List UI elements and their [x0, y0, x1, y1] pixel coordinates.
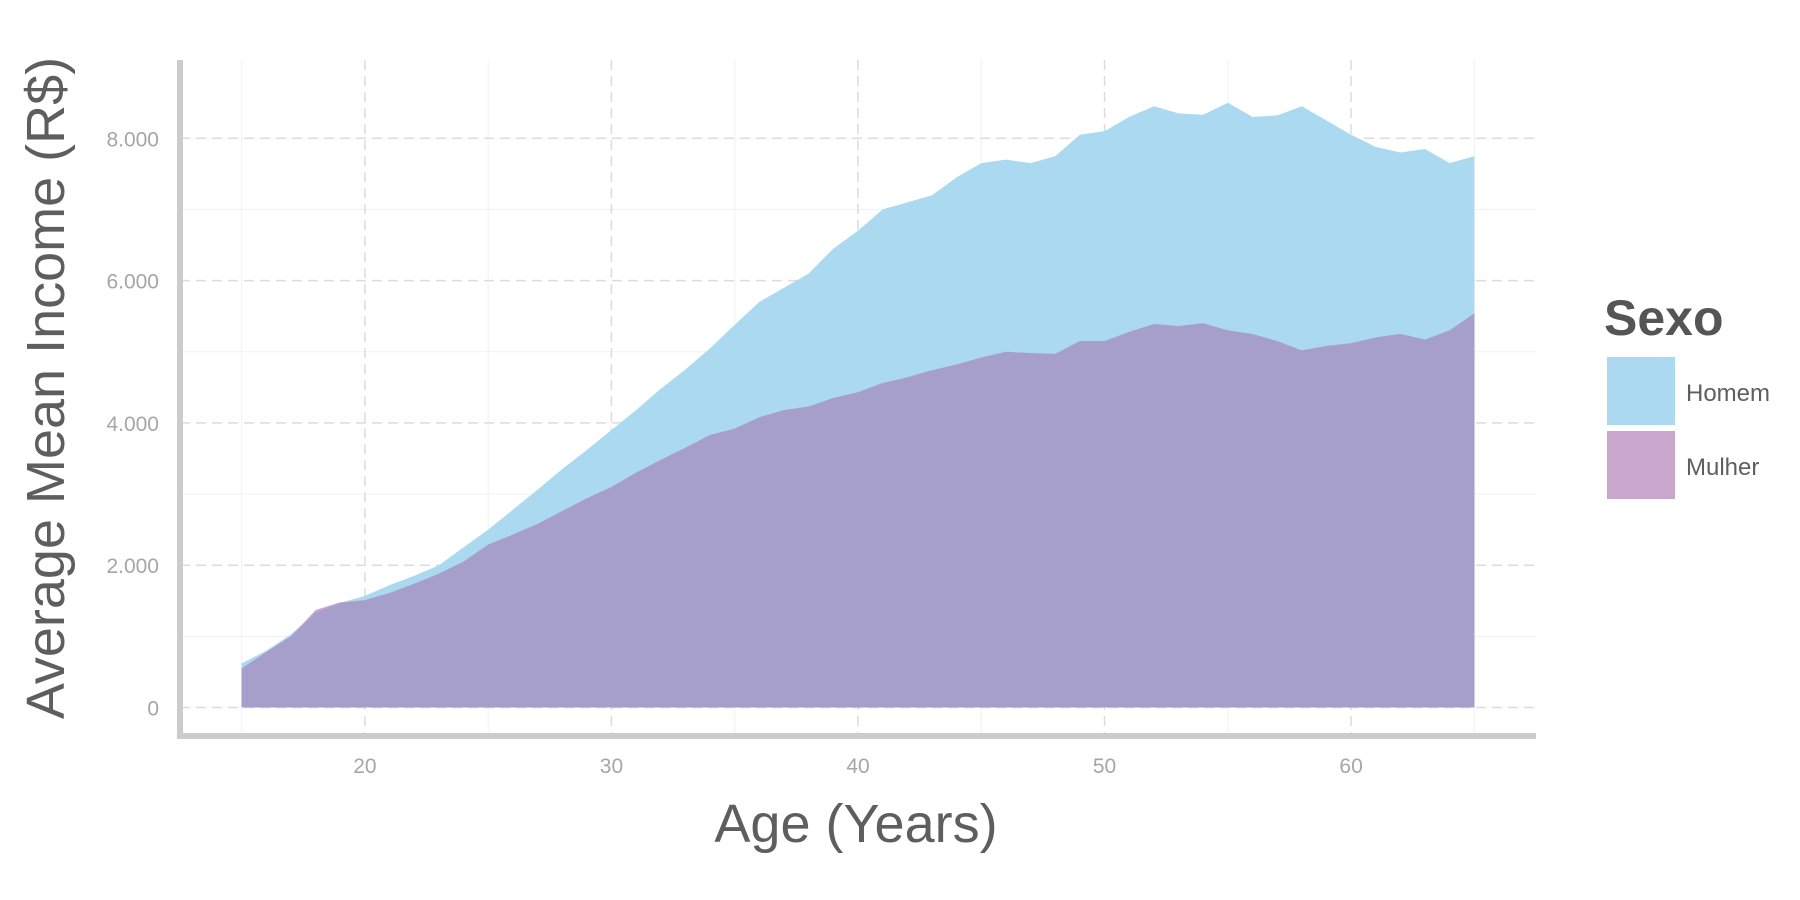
y-tick-label: 0: [147, 698, 159, 721]
y-tick-label: 6.000: [106, 271, 159, 294]
x-tick-label: 20: [353, 755, 376, 778]
legend: Sexo Homem Mulher: [1604, 290, 1770, 499]
y-tick-label: 2.000: [106, 555, 159, 578]
x-tick-label: 40: [846, 755, 869, 778]
x-tick-label: 30: [600, 755, 623, 778]
area-series: [241, 102, 1475, 708]
axes: [177, 60, 1536, 739]
legend-label-mulher: Mulher: [1686, 454, 1759, 481]
legend-title: Sexo: [1604, 290, 1724, 346]
legend-label-homem: Homem: [1686, 380, 1770, 407]
y-tick-label: 8.000: [106, 128, 159, 151]
x-tick-label: 60: [1339, 755, 1362, 778]
x-tick-label: 50: [1093, 755, 1116, 778]
x-axis-title: Age (Years): [714, 794, 997, 854]
legend-swatch-homem: [1607, 357, 1675, 425]
tick-labels: 20 30 40 50 60 0 2.000 4.000 6.000 8.000: [106, 128, 1362, 778]
y-axis-title: Average Mean Income (R$): [16, 57, 76, 719]
area-overlap: [241, 313, 1475, 708]
legend-swatch-mulher: [1607, 431, 1675, 499]
y-tick-label: 4.000: [106, 413, 159, 436]
